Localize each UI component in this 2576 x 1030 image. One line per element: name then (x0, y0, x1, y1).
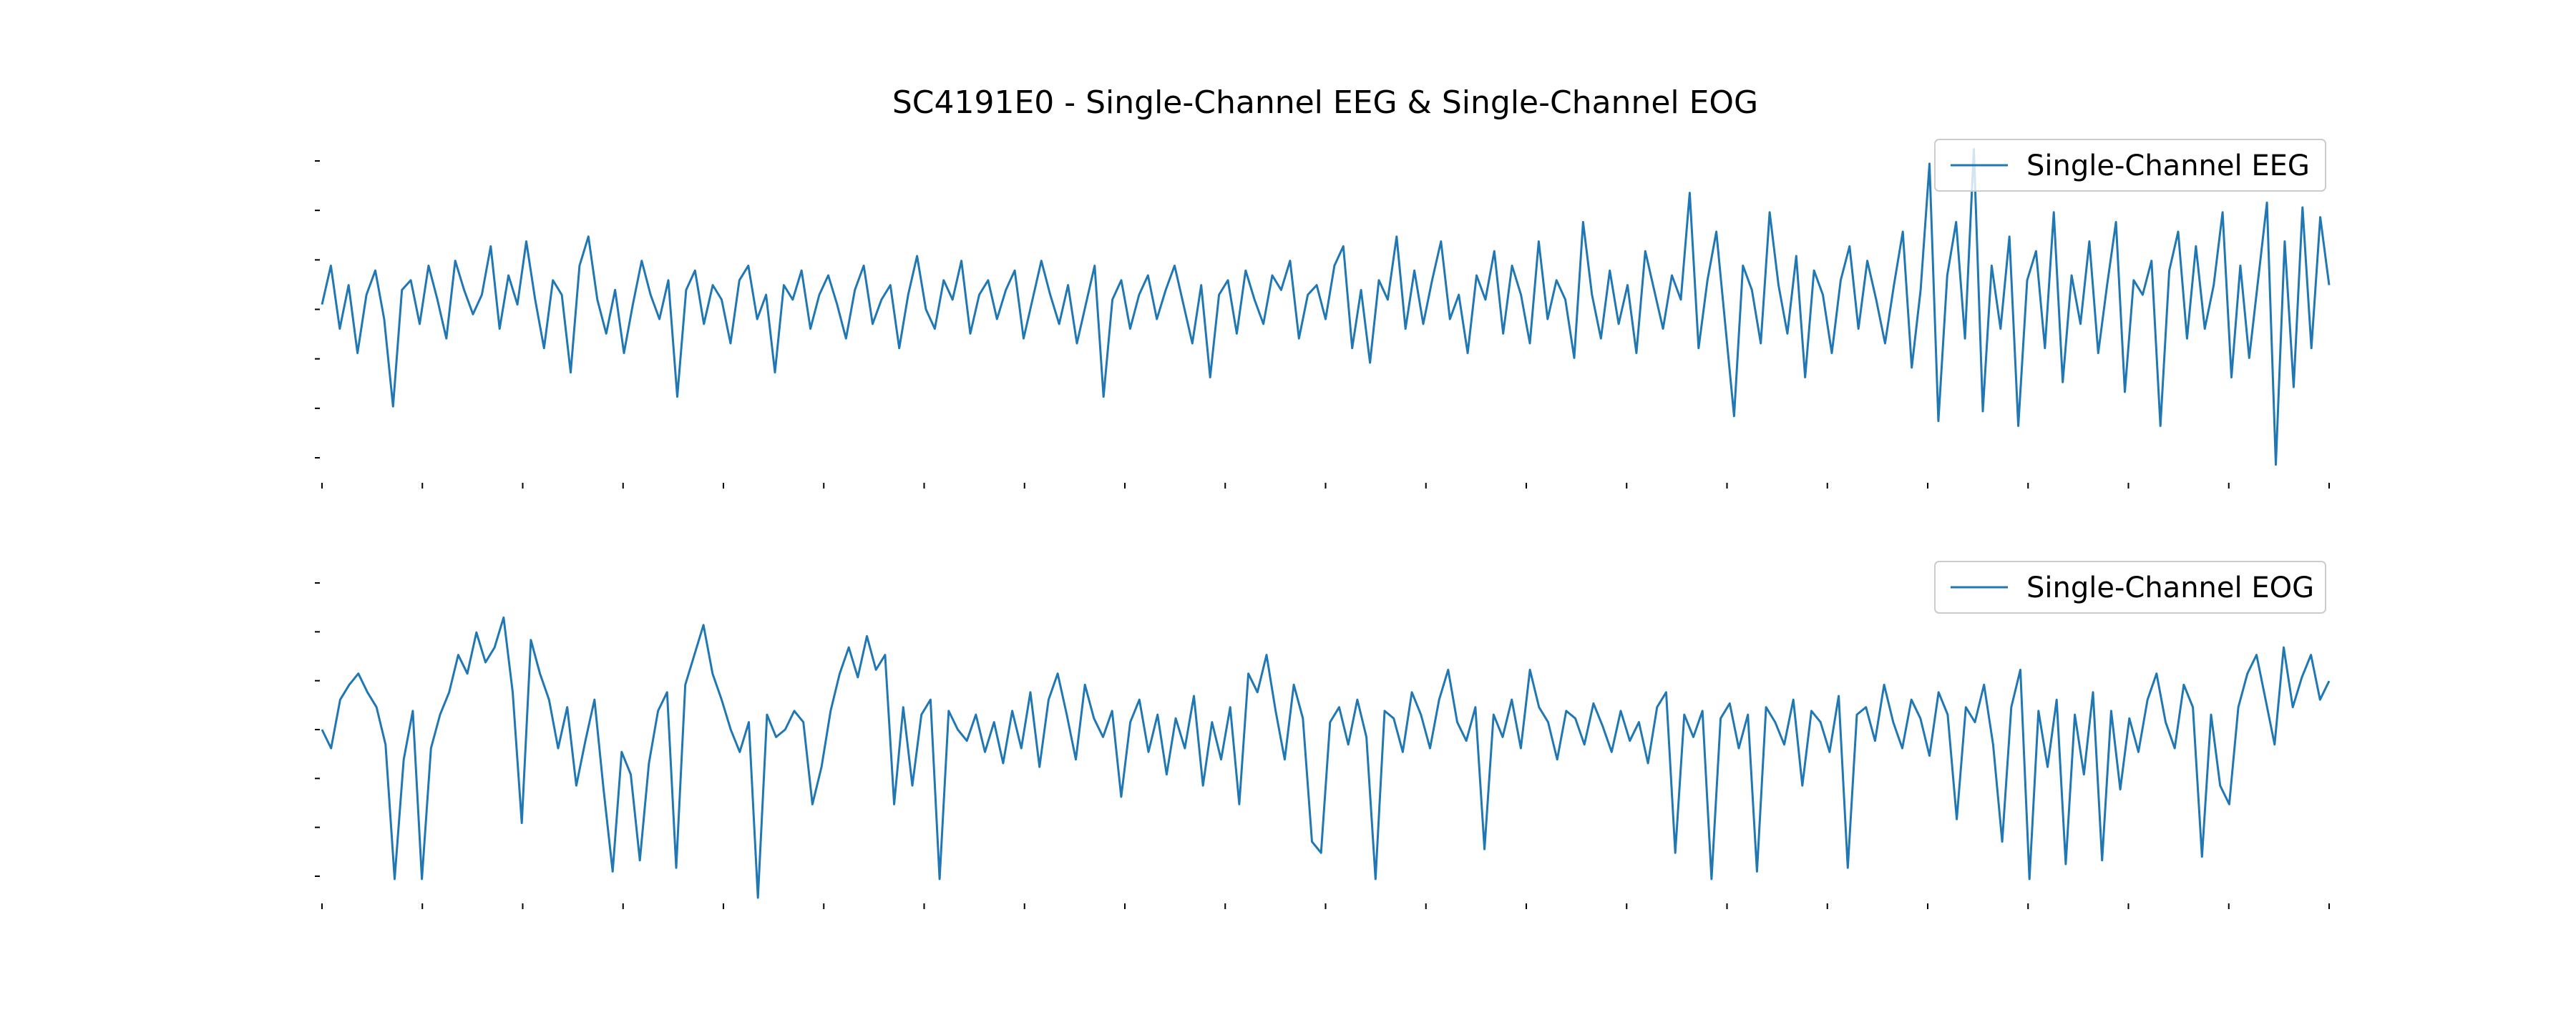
eeg-legend-box (1934, 139, 2326, 192)
eeg-x-ticks (321, 483, 2330, 489)
eog-x-ticks (321, 903, 2330, 909)
eog-series-line (321, 616, 2331, 899)
eeg-y-ticks (315, 160, 320, 458)
eog-legend-box (1934, 561, 2326, 614)
eog-legend: Single-Channel EOG (1934, 561, 2326, 614)
chart-title: SC4191E0 - Single-Channel EEG & Single-C… (892, 84, 1758, 121)
eog-legend-label: Single-Channel EOG (2026, 572, 2314, 604)
eog-panel: Single-Channel EOG (315, 561, 2331, 909)
eeg-panel: Single-Channel EEG (315, 139, 2331, 489)
eeg-legend-label: Single-Channel EEG (2026, 149, 2310, 182)
eeg-series-line (321, 148, 2331, 466)
eeg-legend: Single-Channel EEG (1934, 139, 2326, 192)
eog-y-ticks (315, 582, 320, 877)
